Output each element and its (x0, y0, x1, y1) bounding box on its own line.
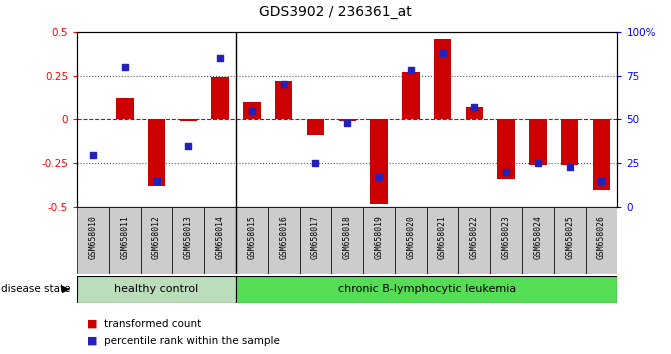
Bar (299, 207, 331, 274)
Point (405, 68, 416, 73)
Text: GSM658022: GSM658022 (470, 215, 479, 259)
Point (342, 120, 353, 126)
Point (246, 108, 257, 114)
Bar (275, 81, 293, 120)
Point (469, 104, 480, 110)
Point (533, 160, 544, 166)
Bar (236, 207, 268, 274)
Bar (243, 102, 260, 120)
Bar (180, 120, 197, 121)
Point (310, 160, 321, 166)
Text: GSM658016: GSM658016 (279, 215, 289, 259)
Text: GSM658013: GSM658013 (184, 215, 193, 259)
Bar (466, 107, 483, 120)
Point (88, 152, 99, 157)
Bar (338, 120, 356, 121)
Bar (491, 207, 522, 274)
Bar (268, 207, 299, 274)
Bar (204, 207, 236, 274)
Point (278, 81, 289, 87)
Bar (497, 120, 515, 179)
Text: healthy control: healthy control (115, 284, 199, 295)
Bar (77, 276, 236, 303)
Bar (561, 120, 578, 165)
Text: GSM658023: GSM658023 (502, 215, 511, 259)
Point (501, 169, 511, 175)
Point (215, 55, 225, 61)
Point (183, 143, 194, 149)
Text: GSM658025: GSM658025 (565, 215, 574, 259)
Bar (307, 120, 324, 135)
Text: GSM658020: GSM658020 (406, 215, 415, 259)
Bar (370, 120, 388, 204)
Bar (109, 207, 141, 274)
Text: GSM658019: GSM658019 (374, 215, 384, 259)
Text: GSM658026: GSM658026 (597, 215, 606, 259)
Text: GSM658024: GSM658024 (533, 215, 542, 259)
Bar (148, 120, 165, 186)
Bar (331, 207, 363, 274)
Bar (172, 207, 204, 274)
Point (119, 64, 130, 70)
Text: ▶: ▶ (62, 284, 70, 294)
Text: chronic B-lymphocytic leukemia: chronic B-lymphocytic leukemia (338, 284, 516, 295)
Text: percentile rank within the sample: percentile rank within the sample (104, 336, 280, 346)
Text: ■: ■ (87, 336, 98, 346)
Bar (592, 120, 610, 190)
Bar (236, 276, 617, 303)
Text: GSM658014: GSM658014 (215, 215, 225, 259)
Point (151, 178, 162, 184)
Bar (554, 207, 586, 274)
Point (374, 175, 384, 180)
Text: GSM658017: GSM658017 (311, 215, 320, 259)
Bar (434, 39, 452, 120)
Text: disease state: disease state (1, 284, 71, 294)
Text: GSM658015: GSM658015 (248, 215, 256, 259)
Text: transformed count: transformed count (104, 319, 201, 329)
Point (564, 164, 575, 170)
Bar (77, 207, 109, 274)
Text: ■: ■ (87, 319, 98, 329)
Text: GSM658021: GSM658021 (438, 215, 447, 259)
Bar (522, 207, 554, 274)
Bar (141, 207, 172, 274)
Point (437, 50, 448, 56)
Point (596, 178, 607, 184)
Bar (427, 207, 458, 274)
Bar (211, 78, 229, 120)
Text: GSM658010: GSM658010 (89, 215, 97, 259)
Text: GSM658012: GSM658012 (152, 215, 161, 259)
Text: GDS3902 / 236361_at: GDS3902 / 236361_at (259, 5, 412, 19)
Bar (116, 98, 134, 120)
Bar (458, 207, 491, 274)
Bar (586, 207, 617, 274)
Bar (395, 207, 427, 274)
Bar (363, 207, 395, 274)
Text: GSM658011: GSM658011 (120, 215, 130, 259)
Bar (529, 120, 547, 165)
Text: GSM658018: GSM658018 (343, 215, 352, 259)
Bar (402, 72, 419, 120)
